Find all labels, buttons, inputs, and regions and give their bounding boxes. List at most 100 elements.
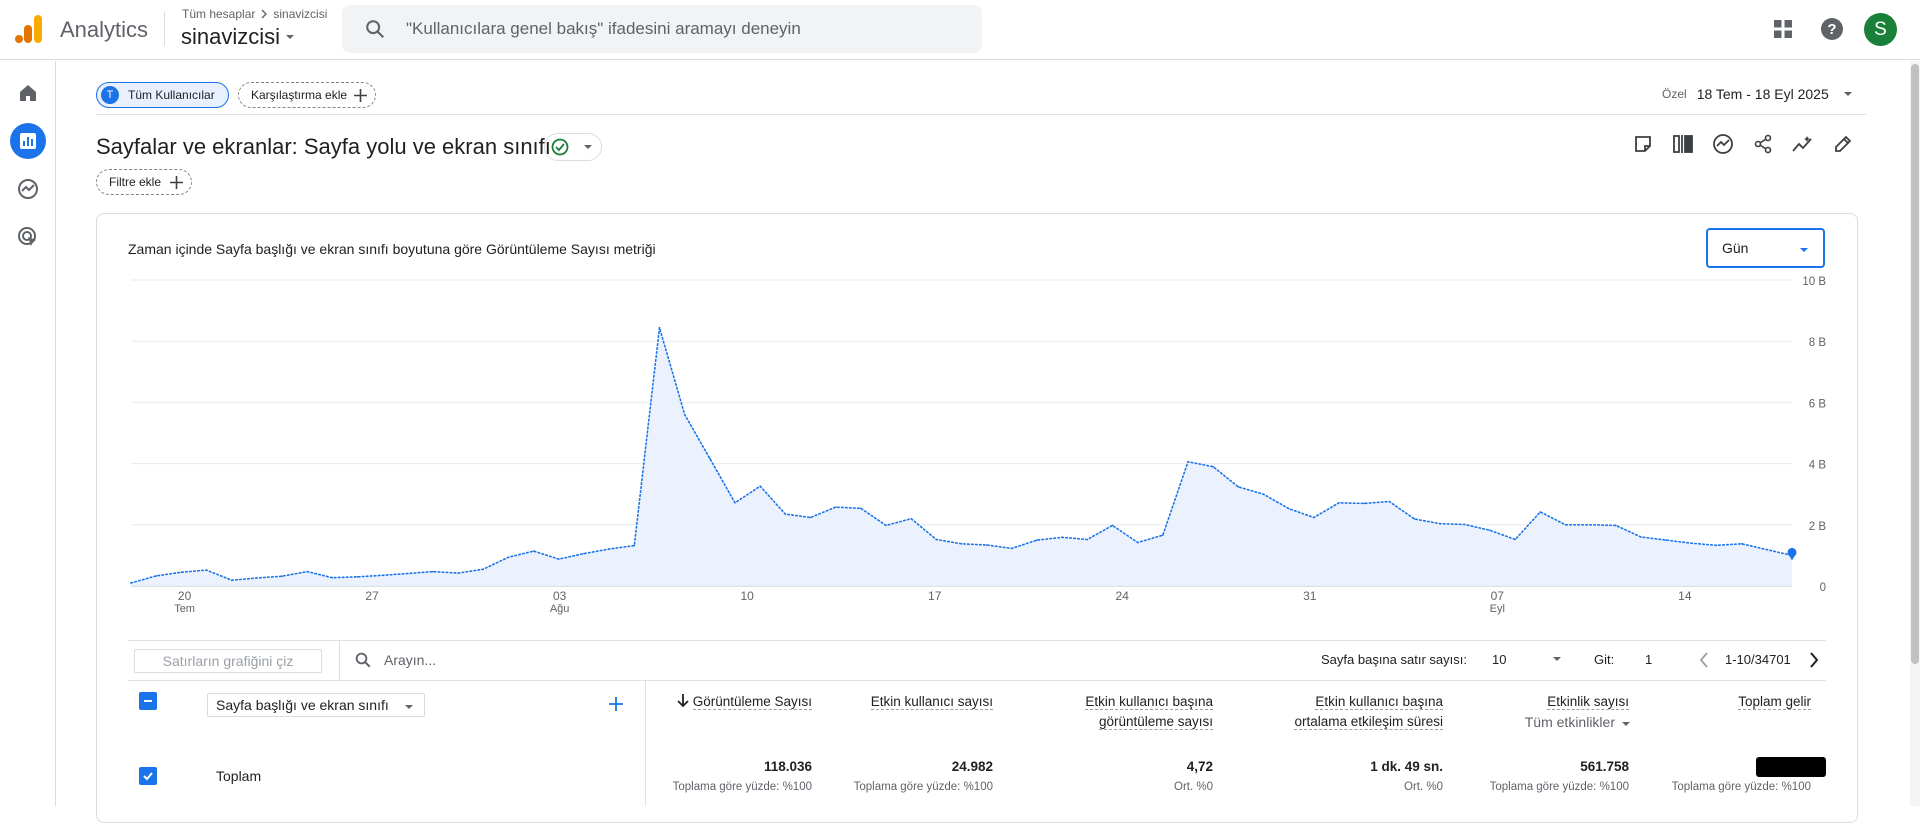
total-row-checkbox[interactable]	[139, 767, 157, 785]
app-name: Analytics	[60, 17, 149, 42]
rows-per-page-label: Sayfa başına satır sayısı:	[1321, 652, 1467, 667]
home-icon	[20, 85, 36, 101]
col-header-total-revenue[interactable]: Toplam gelir	[1738, 694, 1811, 710]
total-event-count-share: Toplama göre yüzde: %100	[1489, 781, 1629, 793]
granularity-select[interactable]: Gün	[1706, 228, 1825, 268]
top-bar: Analytics Tüm hesaplar sinavizcisi sinav…	[0, 0, 1920, 60]
event-filter-select[interactable]: Tüm etkinlikler	[1525, 714, 1630, 730]
granularity-value: Gün	[1722, 240, 1749, 256]
table-search[interactable]	[354, 651, 684, 669]
caret-down-icon	[405, 705, 413, 709]
caret-down-icon	[1800, 248, 1808, 252]
total-views-per-user: 4,72	[1186, 759, 1213, 774]
goto-input[interactable]: 1	[1645, 652, 1653, 667]
caret-down-icon	[1843, 92, 1852, 96]
check-circle-icon	[551, 138, 569, 156]
trend-icon[interactable]	[1790, 131, 1816, 157]
page-title: Sayfalar ve ekranlar: Sayfa yolu ve ekra…	[96, 134, 551, 159]
col-header-active-users[interactable]: Etkin kullanıcı sayısı	[870, 694, 993, 710]
explore-icon	[18, 179, 38, 199]
header-divider-line	[96, 114, 1866, 115]
caret-down-icon	[1622, 722, 1630, 726]
rows-per-page-select[interactable]: 10	[1492, 652, 1562, 667]
nav-home[interactable]	[10, 75, 46, 111]
add-comparison-button[interactable]: Karşılaştırma ekle	[238, 82, 376, 108]
search-bar[interactable]	[342, 5, 982, 53]
chevron-left-icon[interactable]	[1698, 652, 1710, 668]
share-icon[interactable]	[1750, 131, 1776, 157]
add-dimension-icon[interactable]	[609, 697, 623, 711]
date-range-picker[interactable]: Özel 18 Tem - 18 Eyl 2025	[1662, 86, 1853, 102]
header-divider	[164, 12, 165, 46]
nav-reports[interactable]	[10, 123, 46, 159]
date-range-value: 18 Tem - 18 Eyl 2025	[1696, 86, 1829, 102]
col-header-avg-engagement[interactable]: Etkin kullanıcı başına ortalama etkileşim…	[1294, 694, 1443, 730]
col-header-views[interactable]: Görüntüleme Sayısı	[677, 692, 812, 712]
col-header-event-count[interactable]: Etkinlik sayısı	[1547, 694, 1629, 710]
pagination-range: 1-10/34701	[1725, 652, 1791, 667]
svg-text:?: ?	[1827, 21, 1836, 38]
total-active-users-share: Toplama göre yüzde: %100	[853, 781, 993, 793]
total-row-label: Toplam	[216, 768, 262, 784]
edit-icon[interactable]	[1830, 131, 1856, 157]
report-status-dropdown[interactable]	[544, 133, 602, 161]
caret-down-icon	[584, 145, 592, 149]
rows-per-page-value: 10	[1492, 652, 1507, 667]
account-name: sinavizcisi	[181, 24, 281, 49]
total-avg-engagement-avg: Ort. %0	[1404, 781, 1443, 793]
add-filter-button[interactable]: Filtre ekle	[96, 169, 192, 195]
breadcrumb-account[interactable]: sinavizcisi	[273, 7, 328, 21]
help-icon[interactable]: ?	[1819, 16, 1845, 42]
dimension-select[interactable]: Sayfa başlığı ve ekran sınıfı	[207, 693, 425, 717]
analytics-logo-icon[interactable]	[14, 14, 44, 44]
reports-icon	[20, 133, 36, 149]
plus-icon	[354, 88, 368, 102]
table-search-input[interactable]	[384, 652, 684, 668]
account-selector[interactable]: sinavizcisi	[181, 24, 296, 50]
total-active-users: 24.982	[951, 759, 993, 774]
all-users-badge: T	[101, 86, 119, 104]
page-scrollbar-thumb[interactable]	[1911, 64, 1919, 664]
nav-explore[interactable]	[10, 171, 46, 207]
total-views: 118.036	[763, 759, 812, 774]
plot-rows-button[interactable]: Satırların grafiğini çiz	[134, 649, 322, 673]
breadcrumb[interactable]: Tüm hesaplar sinavizcisi	[182, 7, 327, 21]
goto-label: Git:	[1594, 652, 1615, 667]
nav-advertising[interactable]	[10, 219, 46, 255]
total-views-per-user-avg: Ort. %0	[1174, 781, 1213, 793]
chevron-right-icon	[261, 9, 268, 19]
caret-down-icon	[286, 35, 295, 39]
advertising-icon	[18, 227, 36, 246]
compare-icon[interactable]	[1670, 131, 1696, 157]
all-users-chip[interactable]: T Tüm Kullanıcılar	[96, 82, 229, 108]
insights-icon[interactable]	[1710, 131, 1736, 157]
all-users-label: Tüm Kullanıcılar	[128, 88, 215, 102]
total-views-share: Toplama göre yüzde: %100	[672, 781, 812, 793]
avatar[interactable]: S	[1864, 13, 1897, 46]
search-icon	[366, 20, 385, 39]
dimension-label: Sayfa başlığı ve ekran sınıfı	[216, 697, 389, 713]
search-input[interactable]	[406, 19, 966, 39]
date-range-type: Özel	[1662, 87, 1687, 101]
total-revenue-redacted	[1756, 757, 1826, 777]
add-filter-label: Filtre ekle	[109, 175, 162, 189]
chevron-right-icon[interactable]	[1808, 652, 1820, 668]
side-nav	[0, 61, 56, 806]
total-revenue-share: Toplama göre yüzde: %100	[1671, 781, 1811, 793]
toolbar-divider	[339, 641, 340, 681]
note-icon[interactable]	[1630, 131, 1656, 157]
chart-title: Zaman içinde Sayfa başlığı ve ekran sını…	[128, 241, 656, 257]
search-icon	[355, 652, 371, 668]
table-toolbar	[128, 640, 1826, 681]
breadcrumb-all-accounts[interactable]: Tüm hesaplar	[182, 7, 256, 21]
plus-icon	[170, 175, 184, 189]
apps-grid-icon[interactable]	[1770, 16, 1796, 42]
chart-card	[96, 213, 1858, 823]
dimension-column-divider	[645, 681, 646, 806]
caret-down-icon	[1553, 657, 1562, 661]
total-avg-engagement: 1 dk. 49 sn.	[1370, 759, 1443, 774]
col-header-views-per-user[interactable]: Etkin kullanıcı başına görüntüleme sayısı	[1085, 694, 1213, 730]
select-all-checkbox[interactable]	[139, 692, 157, 710]
arrow-down-icon	[677, 694, 689, 708]
total-event-count: 561.758	[1580, 759, 1629, 774]
